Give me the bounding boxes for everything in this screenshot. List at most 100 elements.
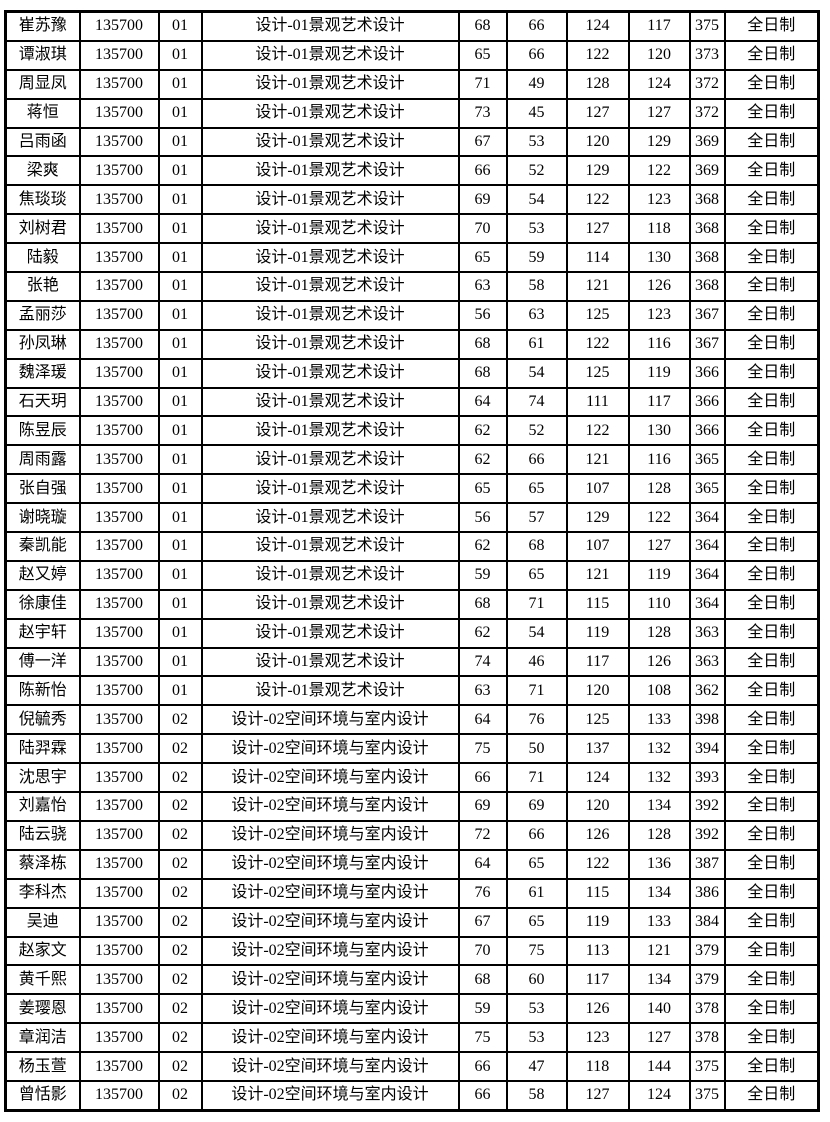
cell-study_mode: 全日制 [723,242,820,274]
cell-score1: 65 [457,242,508,274]
cell-code: 135700 [78,39,160,71]
cell-name: 陈昱辰 [4,415,81,447]
cell-total: 375 [688,10,726,42]
table-row: 蒋恒 135700 01 设计-01景观艺术设计 73 45 127 127 372 全日制 [4,97,820,129]
cell-name: 孟丽莎 [4,299,81,331]
cell-study_mode: 全日制 [723,415,820,447]
cell-score2: 58 [505,1079,568,1112]
cell-score3: 114 [565,242,630,274]
cell-program: 设计-02空间环境与室内设计 [200,704,460,736]
cell-name: 石天玥 [4,386,81,418]
cell-score1: 66 [457,762,508,794]
cell-score1: 69 [457,791,508,822]
cell-score1: 62 [457,531,508,562]
table-row: 焦琰琰 135700 01 设计-01景观艺术设计 69 54 122 123 368 全日制 [4,184,820,216]
cell-total: 368 [688,213,726,245]
cell-program: 设计-01景观艺术设计 [200,444,460,476]
cell-score1: 68 [457,357,508,389]
cell-score3: 117 [565,646,630,678]
cell-sub_code: 01 [157,675,203,707]
table-row: 秦凯能 135700 01 设计-01景观艺术设计 62 68 107 127 364 全日制 [4,531,820,562]
cell-score2: 53 [505,993,568,1025]
cell-score4: 119 [627,357,691,389]
cell-sub_code: 01 [157,39,203,71]
cell-study_mode: 全日制 [723,502,820,534]
cell-program: 设计-02空间环境与室内设计 [200,964,460,996]
cell-score4: 129 [627,126,691,158]
cell-score1: 71 [457,68,508,100]
cell-study_mode: 全日制 [723,877,820,909]
cell-program: 设计-01景观艺术设计 [200,155,460,187]
cell-study_mode: 全日制 [723,762,820,794]
cell-study_mode: 全日制 [723,964,820,996]
cell-score4: 127 [627,531,691,562]
cell-score2: 65 [505,473,568,505]
cell-study_mode: 全日制 [723,328,820,360]
table-row: 蔡泽栋 135700 02 设计-02空间环境与室内设计 64 65 122 136 387 全日… [4,848,820,880]
cell-score1: 68 [457,964,508,996]
cell-score3: 122 [565,415,630,447]
cell-score4: 133 [627,906,691,938]
cell-study_mode: 全日制 [723,1079,820,1112]
cell-study_mode: 全日制 [723,444,820,476]
cell-code: 135700 [78,213,160,245]
admission-score-table-container: 崔苏豫 135700 01 设计-01景观艺术设计 68 66 124 117 375 全日制 谭淑… [4,10,830,1112]
cell-sub_code: 02 [157,964,203,996]
cell-name: 李科杰 [4,877,81,909]
cell-score4: 130 [627,242,691,274]
table-row: 赵家文 135700 02 设计-02空间环境与室内设计 70 75 113 121 379 全日… [4,935,820,967]
cell-total: 393 [688,762,726,794]
cell-study_mode: 全日制 [723,588,820,620]
cell-score1: 59 [457,559,508,591]
cell-score2: 65 [505,848,568,880]
cell-name: 曾恬影 [4,1079,81,1112]
cell-score3: 107 [565,531,630,562]
cell-name: 秦凯能 [4,531,81,562]
cell-name: 谢晓璇 [4,502,81,534]
cell-score3: 123 [565,1022,630,1054]
cell-score4: 133 [627,704,691,736]
cell-total: 392 [688,819,726,851]
cell-study_mode: 全日制 [723,819,820,851]
cell-score2: 53 [505,1022,568,1054]
cell-study_mode: 全日制 [723,935,820,967]
cell-score2: 71 [505,588,568,620]
cell-score2: 74 [505,386,568,418]
cell-sub_code: 01 [157,271,203,302]
cell-study_mode: 全日制 [723,155,820,187]
cell-code: 135700 [78,906,160,938]
cell-code: 135700 [78,675,160,707]
cell-total: 369 [688,126,726,158]
cell-study_mode: 全日制 [723,126,820,158]
cell-score2: 68 [505,531,568,562]
cell-code: 135700 [78,733,160,765]
table-row: 沈思宇 135700 02 设计-02空间环境与室内设计 66 71 124 132 393 全日… [4,762,820,794]
cell-sub_code: 01 [157,68,203,100]
cell-score1: 62 [457,444,508,476]
cell-study_mode: 全日制 [723,848,820,880]
cell-program: 设计-01景观艺术设计 [200,617,460,649]
cell-score2: 58 [505,271,568,302]
cell-score1: 75 [457,1022,508,1054]
cell-study_mode: 全日制 [723,791,820,822]
cell-total: 384 [688,906,726,938]
cell-score2: 61 [505,328,568,360]
cell-name: 周显凤 [4,68,81,100]
cell-score1: 69 [457,184,508,216]
cell-name: 杨玉萱 [4,1051,81,1082]
cell-score1: 59 [457,993,508,1025]
cell-name: 陆毅 [4,242,81,274]
table-row: 周显凤 135700 01 设计-01景观艺术设计 71 49 128 124 372 全日制 [4,68,820,100]
cell-score4: 136 [627,848,691,880]
cell-name: 蔡泽栋 [4,848,81,880]
cell-total: 398 [688,704,726,736]
cell-score1: 67 [457,126,508,158]
cell-total: 379 [688,935,726,967]
cell-score3: 118 [565,1051,630,1082]
cell-program: 设计-01景观艺术设计 [200,242,460,274]
cell-score3: 122 [565,39,630,71]
cell-total: 378 [688,1022,726,1054]
cell-total: 367 [688,299,726,331]
cell-name: 谭淑琪 [4,39,81,71]
cell-sub_code: 01 [157,184,203,216]
